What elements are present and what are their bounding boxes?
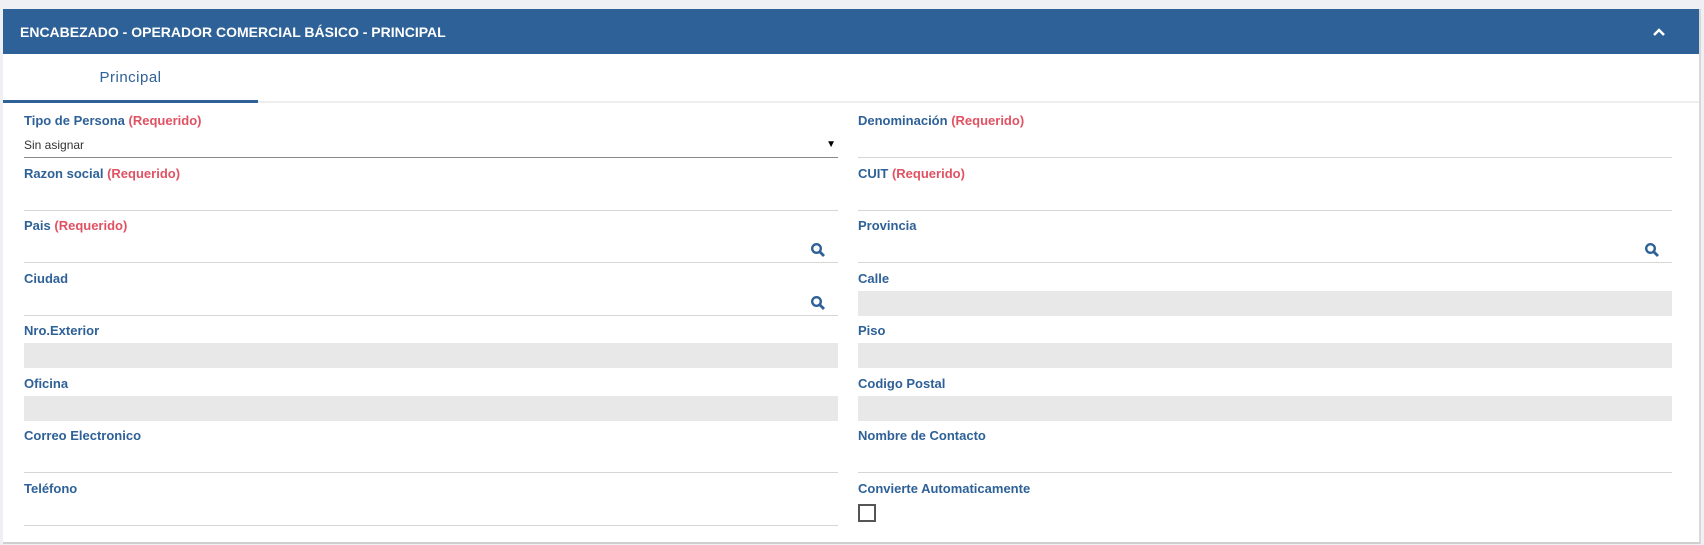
- search-icon[interactable]: [810, 295, 826, 311]
- label-text: Teléfono: [24, 480, 78, 496]
- field-telefono: Teléfono: [24, 481, 838, 527]
- field-ciudad: Ciudad: [24, 271, 838, 317]
- label-text: Tipo de Persona: [24, 113, 125, 128]
- tipo-persona-select[interactable]: Sin asignar ▼: [24, 133, 838, 158]
- label-text: Correo Electronico: [24, 428, 142, 443]
- label-text: Convierte Automaticamente: [858, 480, 1031, 496]
- ciudad-input[interactable]: [24, 291, 838, 316]
- field-label: Nro.Exterior: [24, 323, 838, 339]
- select-value: Sin asignar: [24, 138, 85, 152]
- field-tipo-persona: Tipo de Persona (Requerido) Sin asignar ▼: [24, 113, 838, 159]
- cuit-input[interactable]: [858, 186, 1672, 211]
- field-label: Calle: [858, 271, 1672, 287]
- field-piso: Piso: [858, 323, 1672, 369]
- label-text: Oficina: [24, 375, 69, 391]
- field-label: Nombre de Contacto: [858, 428, 1672, 444]
- codigo-postal-input: [858, 395, 1672, 421]
- field-label: CUIT (Requerido): [858, 166, 1672, 182]
- field-denominacion: Denominación (Requerido): [858, 113, 1672, 159]
- tab-principal[interactable]: Principal: [3, 54, 258, 103]
- required-marker: (Requerido): [951, 113, 1025, 128]
- field-contacto: Nombre de Contacto: [858, 428, 1672, 474]
- panel: ENCABEZADO - OPERADOR COMERCIAL BÁSICO -…: [3, 9, 1701, 544]
- nro-exterior-input: [24, 343, 838, 368]
- label-text: Denominación: [858, 113, 948, 128]
- correo-input[interactable]: [24, 448, 838, 473]
- required-marker: (Requerido): [128, 113, 202, 128]
- pais-input[interactable]: [24, 238, 838, 263]
- field-label: Denominación (Requerido): [858, 113, 1672, 129]
- field-nro-exterior: Nro.Exterior: [24, 323, 838, 369]
- label-text: Piso: [858, 323, 886, 338]
- search-icon[interactable]: [810, 242, 826, 258]
- piso-input: [858, 343, 1672, 368]
- required-marker: (Requerido): [891, 165, 965, 181]
- field-convierte: Convierte Automaticamente: [858, 481, 1672, 527]
- label-text: Provincia: [858, 218, 917, 233]
- required-marker: (Requerido): [107, 165, 181, 181]
- panel-header[interactable]: ENCABEZADO - OPERADOR COMERCIAL BÁSICO -…: [3, 9, 1699, 54]
- field-label: Correo Electronico: [24, 428, 838, 444]
- field-label: Razon social (Requerido): [24, 166, 838, 182]
- field-label: Convierte Automaticamente: [858, 481, 1672, 497]
- label-text: CUIT: [858, 165, 889, 181]
- panel-title: ENCABEZADO - OPERADOR COMERCIAL BÁSICO -…: [20, 23, 446, 40]
- field-label: Oficina: [24, 376, 838, 392]
- convierte-checkbox[interactable]: [858, 503, 876, 522]
- label-text: Calle: [858, 270, 890, 286]
- field-correo: Correo Electronico: [24, 428, 838, 474]
- contacto-input[interactable]: [858, 448, 1672, 473]
- field-label: Piso: [858, 323, 1672, 339]
- required-marker: (Requerido): [54, 218, 128, 233]
- denominacion-input[interactable]: [858, 133, 1672, 158]
- field-label: Tipo de Persona (Requerido): [24, 113, 838, 129]
- provincia-input[interactable]: [858, 238, 1672, 263]
- field-provincia: Provincia: [858, 218, 1672, 264]
- field-codigo-postal: Codigo Postal: [858, 376, 1672, 422]
- label-text: Codigo Postal: [858, 375, 946, 391]
- field-cuit: CUIT (Requerido): [858, 166, 1672, 212]
- calle-input: [858, 290, 1672, 316]
- field-calle: Calle: [858, 271, 1672, 317]
- field-label: Pais (Requerido): [24, 218, 838, 234]
- field-label: Teléfono: [24, 481, 838, 497]
- label-text: Pais: [24, 218, 51, 233]
- label-text: Razon social: [24, 165, 104, 181]
- label-text: Ciudad: [24, 270, 69, 286]
- chevron-up-icon[interactable]: [1649, 22, 1669, 42]
- oficina-input: [24, 395, 838, 421]
- field-razon-social: Razon social (Requerido): [24, 166, 838, 212]
- label-text: Nro.Exterior: [24, 323, 100, 338]
- tab-bar: Principal: [3, 54, 1699, 103]
- field-label: Ciudad: [24, 271, 838, 287]
- field-pais: Pais (Requerido): [24, 218, 838, 264]
- field-oficina: Oficina: [24, 376, 838, 422]
- dropdown-arrow-icon[interactable]: ▼: [826, 139, 836, 150]
- field-label: Codigo Postal: [858, 376, 1672, 392]
- telefono-input[interactable]: [24, 501, 838, 526]
- field-label: Provincia: [858, 218, 1672, 234]
- label-text: Nombre de Contacto: [858, 428, 986, 443]
- search-icon[interactable]: [1644, 242, 1660, 258]
- razon-social-input[interactable]: [24, 186, 838, 211]
